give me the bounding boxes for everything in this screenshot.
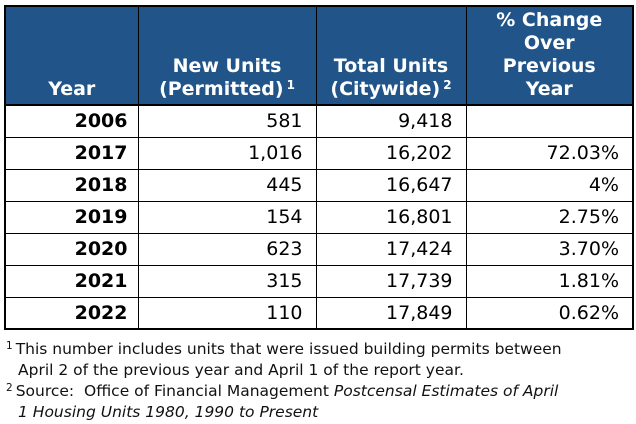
- table-row: 2022 110 17,849 0.62%: [4, 296, 634, 330]
- table-row: 2006 581 9,418: [4, 104, 634, 138]
- total-units-cell: 16,202: [315, 136, 467, 170]
- table-row: 2018 445 16,647 4%: [4, 168, 634, 202]
- footnote-2-source-title-line2: 1 Housing Units 1980, 1990 to Present: [18, 403, 319, 421]
- col-header-new-units-line1: New Units: [172, 55, 282, 77]
- pct-change-cell: [465, 104, 634, 138]
- total-units-cell: 17,424: [315, 232, 467, 266]
- pct-change-cell: 3.70%: [465, 232, 634, 266]
- footnote-2: 2 Source: Office of Financial Management …: [6, 381, 628, 423]
- year-cell: 2021: [4, 264, 139, 298]
- col-header-year-label: Year: [48, 78, 96, 100]
- new-units-cell: 315: [137, 264, 317, 298]
- total-units-cell: 17,849: [315, 296, 467, 330]
- col-header-pct-change: % Change Over Previous Year: [465, 5, 634, 106]
- year-cell: 2020: [4, 232, 139, 266]
- new-units-cell: 581: [137, 104, 317, 138]
- footnote-1-line1: This number includes units that were iss…: [15, 340, 562, 358]
- new-units-cell: 110: [137, 296, 317, 330]
- pct-change-cell: 72.03%: [465, 136, 634, 170]
- col-header-total-units: Total Units (Citywide) 2: [315, 5, 467, 106]
- new-units-cell: 445: [137, 168, 317, 202]
- table-body: 2006 581 9,418 2017 1,016 16,202 72.03% …: [4, 104, 634, 330]
- year-cell: 2006: [4, 104, 139, 138]
- table-row: 2020 623 17,424 3.70%: [4, 232, 634, 266]
- footnote-2-source-title-line1: Postcensal Estimates of April: [333, 382, 559, 400]
- year-cell: 2017: [4, 136, 139, 170]
- year-cell: 2022: [4, 296, 139, 330]
- total-units-cell: 16,801: [315, 200, 467, 234]
- year-cell: 2018: [4, 168, 139, 202]
- col-header-year: Year: [4, 5, 139, 106]
- footnote-marker-1: 1: [286, 78, 295, 92]
- new-units-cell: 623: [137, 232, 317, 266]
- year-cell: 2019: [4, 200, 139, 234]
- header-row: Year New Units (Permitted) 1 Total Units …: [4, 5, 634, 106]
- footnote-1-line2: April 2 of the previous year and April 1…: [18, 361, 464, 379]
- col-header-new-units: New Units (Permitted) 1: [137, 5, 317, 106]
- total-units-cell: 9,418: [315, 104, 467, 138]
- pct-change-cell: 1.81%: [465, 264, 634, 298]
- col-header-total-units-line1: Total Units: [333, 55, 449, 77]
- total-units-cell: 16,647: [315, 168, 467, 202]
- new-units-cell: 154: [137, 200, 317, 234]
- footnote-marker-2: 2: [443, 78, 452, 92]
- footnote-1: 1 This number includes units that were is…: [6, 339, 628, 381]
- footnotes: 1 This number includes units that were is…: [6, 339, 628, 423]
- table-row: 2021 315 17,739 1.81%: [4, 264, 634, 298]
- footnote-2-marker: 2: [6, 382, 13, 394]
- col-header-new-units-line2: (Permitted) 1: [159, 78, 295, 100]
- footnote-2-source-prefix: Source: Office of Financial Management: [15, 382, 334, 400]
- pct-change-cell: 2.75%: [465, 200, 634, 234]
- footnote-1-marker: 1: [6, 340, 13, 352]
- housing-units-table: Year New Units (Permitted) 1 Total Units …: [4, 5, 634, 330]
- pct-change-cell: 4%: [465, 168, 634, 202]
- new-units-cell: 1,016: [137, 136, 317, 170]
- total-units-cell: 17,739: [315, 264, 467, 298]
- table-row: 2019 154 16,801 2.75%: [4, 200, 634, 234]
- table-row: 2017 1,016 16,202 72.03%: [4, 136, 634, 170]
- col-header-total-units-line2: (Citywide) 2: [330, 78, 452, 100]
- pct-change-cell: 0.62%: [465, 296, 634, 330]
